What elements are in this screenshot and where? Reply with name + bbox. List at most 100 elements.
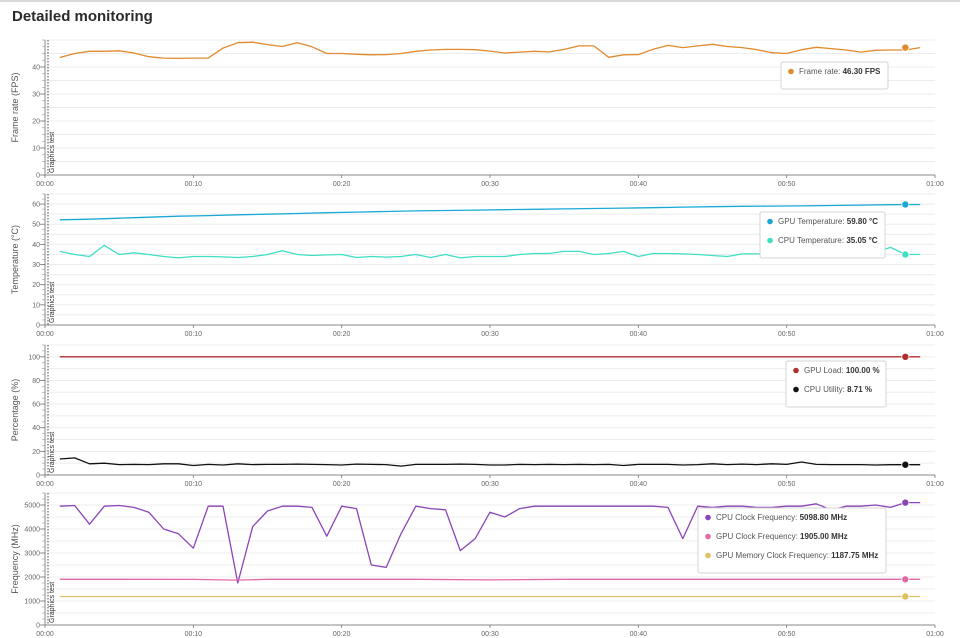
tooltip: GPU Load: 100.00 % CPU Utility: 8.71 % <box>785 360 887 408</box>
tooltip-label: CPU Utility: 8.71 % <box>804 385 872 394</box>
tooltip-label: CPU Clock Frequency: 5098.80 MHz <box>716 513 847 522</box>
series-endpoint-2 <box>901 250 910 259</box>
y-tick-label: 0 <box>36 173 40 180</box>
tooltip-box <box>759 211 886 259</box>
y-axis-title: Temperature (°C) <box>10 225 20 294</box>
x-tick-label: 00:30 <box>481 181 499 188</box>
x-tick-label: 00:50 <box>778 181 796 188</box>
x-tick-label: 00:10 <box>185 631 203 638</box>
y-tick-label: 20 <box>32 119 40 126</box>
x-tick-label: 01:00 <box>926 181 944 188</box>
x-tick-label: 00:10 <box>185 481 203 488</box>
graphics-test-label: Graphics test <box>49 282 56 323</box>
x-tick-label: 00:00 <box>36 181 54 188</box>
y-axis-title: Frequency (MHz) <box>10 524 20 594</box>
graphics-test-label: Graphics test <box>49 432 56 473</box>
tooltip-dot <box>793 386 799 393</box>
y-tick-label: 40 <box>32 425 40 432</box>
x-tick-label: 00:50 <box>778 481 796 488</box>
tooltip-box <box>697 507 887 574</box>
series-endpoint-2 <box>901 460 910 469</box>
y-tick-label: 3000 <box>24 551 40 558</box>
tooltip-label: GPU Memory Clock Frequency: 1187.75 MHz <box>716 551 878 560</box>
y-tick-label: 100 <box>28 354 40 361</box>
tooltip-box <box>785 360 887 408</box>
page-title: Detailed monitoring <box>12 8 153 25</box>
tooltip-value: 5098.80 MHz <box>800 513 848 522</box>
series-endpoint-1 <box>901 498 910 507</box>
graphics-test-label: Graphics test <box>49 582 56 623</box>
x-tick-label: 00:00 <box>36 481 54 488</box>
graphics-test-label: Graphics test <box>49 132 56 173</box>
x-tick-label: 01:00 <box>926 631 944 638</box>
x-tick-label: 00:00 <box>36 631 54 638</box>
tooltip-label: CPU Temperature: 35.05 °C <box>778 236 878 245</box>
series-endpoint-3 <box>901 592 910 601</box>
y-tick-label: 10 <box>32 302 40 309</box>
y-tick-label: 60 <box>32 202 40 209</box>
series-line-2 <box>59 457 921 467</box>
x-tick-label: 00:40 <box>630 331 648 338</box>
x-tick-label: 00:40 <box>630 631 648 638</box>
x-tick-label: 00:40 <box>630 481 648 488</box>
tooltip-value: 8.71 % <box>847 385 872 394</box>
series-line-1 <box>59 203 921 221</box>
series-endpoint-1 <box>901 43 910 52</box>
tooltip-dot <box>788 68 794 75</box>
tooltip-dot <box>705 533 711 540</box>
series-endpoint-1 <box>901 200 910 209</box>
x-tick-label: 00:30 <box>481 631 499 638</box>
x-tick-label: 01:00 <box>926 481 944 488</box>
tooltip: CPU Clock Frequency: 5098.80 MHz GPU Cloc… <box>697 507 887 574</box>
y-tick-label: 40 <box>32 242 40 249</box>
y-tick-label: 1000 <box>24 599 40 606</box>
y-tick-label: 30 <box>32 262 40 269</box>
y-tick-label: 10 <box>32 146 40 153</box>
x-tick-label: 00:30 <box>481 481 499 488</box>
y-tick-label: 80 <box>32 378 40 385</box>
chart-4: 0 1000 2000 3000 4000 5000 00:00 00:10 00:20 00:3… <box>10 492 944 638</box>
tooltip-value: 1905.00 MHz <box>800 532 848 541</box>
y-tick-label: 5000 <box>24 503 40 510</box>
series-line-1 <box>59 41 921 60</box>
chart-3: 0 20 40 60 80 100 00:00 00:10 00:20 00:30 00:40 00:… <box>10 344 944 488</box>
x-tick-label: 00:20 <box>333 181 351 188</box>
y-tick-label: 50 <box>32 222 40 229</box>
y-tick-label: 20 <box>32 282 40 289</box>
top-divider <box>0 0 960 2</box>
y-tick-label: 60 <box>32 402 40 409</box>
tooltip-value: 59.80 °C <box>847 217 878 226</box>
tooltip-value: 1187.75 MHz <box>831 551 878 560</box>
tooltip-value: 46.30 FPS <box>843 67 881 76</box>
x-tick-label: 00:20 <box>333 481 351 488</box>
tooltip-dot <box>767 218 773 225</box>
x-tick-label: 00:30 <box>481 331 499 338</box>
series-line-2 <box>59 578 921 581</box>
x-tick-label: 00:50 <box>778 631 796 638</box>
tooltip-dot <box>793 367 799 374</box>
tooltip-label: GPU Temperature: 59.80 °C <box>778 217 878 226</box>
x-tick-label: 00:10 <box>185 181 203 188</box>
x-tick-label: 00:40 <box>630 181 648 188</box>
y-tick-label: 0 <box>36 323 40 330</box>
tooltip-dot <box>705 552 711 559</box>
x-tick-label: 00:20 <box>333 331 351 338</box>
tooltip-dot <box>767 237 773 244</box>
x-tick-label: 01:00 <box>926 331 944 338</box>
tooltip-value: 100.00 % <box>846 366 880 375</box>
y-axis-title: Frame rate (FPS) <box>10 72 20 142</box>
x-tick-label: 00:20 <box>333 631 351 638</box>
tooltip-value: 35.05 °C <box>846 236 877 245</box>
chart-2: 0 10 20 30 40 50 60 00:00 00:10 00:20 00:30 00:40 00… <box>10 193 944 338</box>
tooltip-dot <box>705 514 711 521</box>
y-tick-label: 4000 <box>24 527 40 534</box>
tooltip-box <box>780 61 889 90</box>
y-axis-title: Percentage (%) <box>10 379 20 442</box>
x-tick-label: 00:00 <box>36 331 54 338</box>
series-endpoint-1 <box>901 352 910 361</box>
y-tick-label: 2000 <box>24 575 40 582</box>
series-endpoint-2 <box>901 575 910 584</box>
series-line-1 <box>59 501 921 584</box>
x-tick-label: 00:10 <box>185 331 203 338</box>
